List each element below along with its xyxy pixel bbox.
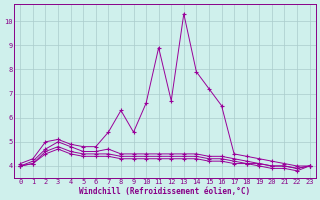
X-axis label: Windchill (Refroidissement éolien,°C): Windchill (Refroidissement éolien,°C): [79, 187, 251, 196]
